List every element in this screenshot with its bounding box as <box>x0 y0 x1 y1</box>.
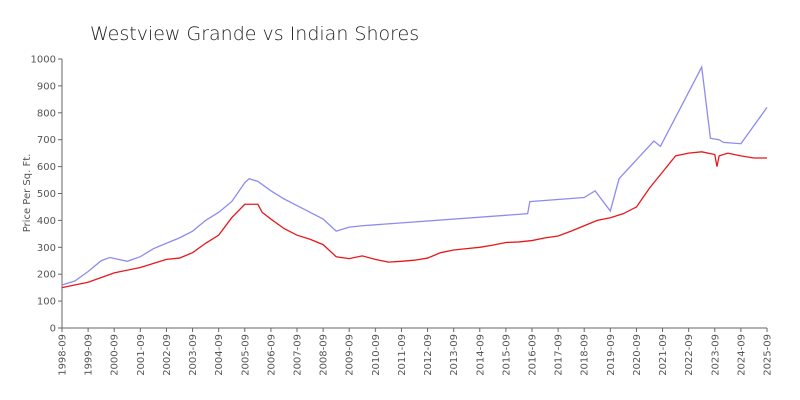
x-tick-label: 2013-09 <box>449 334 460 376</box>
x-tick-label: 2012-09 <box>423 334 434 376</box>
x-tick-label: 2006-09 <box>266 334 277 376</box>
x-tick-label: 2010-09 <box>371 334 382 376</box>
y-tick-label: 100 <box>37 297 56 308</box>
x-tick-label: 1998-09 <box>58 334 69 376</box>
x-tick-label: 2017-09 <box>554 334 565 376</box>
x-tick-label: 2019-09 <box>606 334 617 376</box>
x-tick-label: 2004-09 <box>214 334 225 376</box>
x-tick-label: 2022-09 <box>684 334 695 376</box>
x-tick-label: 2021-09 <box>658 334 669 376</box>
y-tick-label: 1000 <box>31 55 56 66</box>
x-tick-label: 2023-09 <box>710 334 721 376</box>
y-tick-label: 0 <box>50 324 56 335</box>
series-line <box>61 151 767 289</box>
y-tick-label: 800 <box>37 108 56 119</box>
x-tick-label: 2024-09 <box>736 334 747 376</box>
x-tick-label: 2015-09 <box>501 334 512 376</box>
y-axis-label: Price Per Sq. Ft. <box>22 154 33 233</box>
x-tick-label: 2000-09 <box>110 334 121 376</box>
y-tick-label: 200 <box>37 270 56 281</box>
y-tick-label: 700 <box>37 135 56 146</box>
x-tick-label: 2007-09 <box>293 334 304 376</box>
x-tick-label: 2025-09 <box>763 334 774 376</box>
x-tick-label: 2020-09 <box>632 334 643 376</box>
y-tick-label: 400 <box>37 216 56 227</box>
x-tick-label: 2003-09 <box>188 334 199 376</box>
x-tick-label: 2008-09 <box>319 334 330 376</box>
x-tick-label: 1999-09 <box>84 334 95 376</box>
x-tick-label: 2018-09 <box>580 334 591 376</box>
y-tick-label: 600 <box>37 162 56 173</box>
x-tick-label: 2016-09 <box>528 334 539 376</box>
x-tick-label: 2002-09 <box>162 334 173 376</box>
y-tick-label: 500 <box>37 189 56 200</box>
y-tick-label: 300 <box>37 243 56 254</box>
y-tick-label: 900 <box>37 81 56 92</box>
x-tick-label: 2009-09 <box>345 334 356 376</box>
x-tick-label: 2005-09 <box>240 334 251 376</box>
x-tick-label: 2011-09 <box>397 334 408 376</box>
series-line <box>61 64 768 286</box>
x-tick-label: 2014-09 <box>475 334 486 376</box>
x-tick-label: 2001-09 <box>136 334 147 376</box>
chart-title: Westview Grande vs Indian Shores <box>90 23 419 45</box>
